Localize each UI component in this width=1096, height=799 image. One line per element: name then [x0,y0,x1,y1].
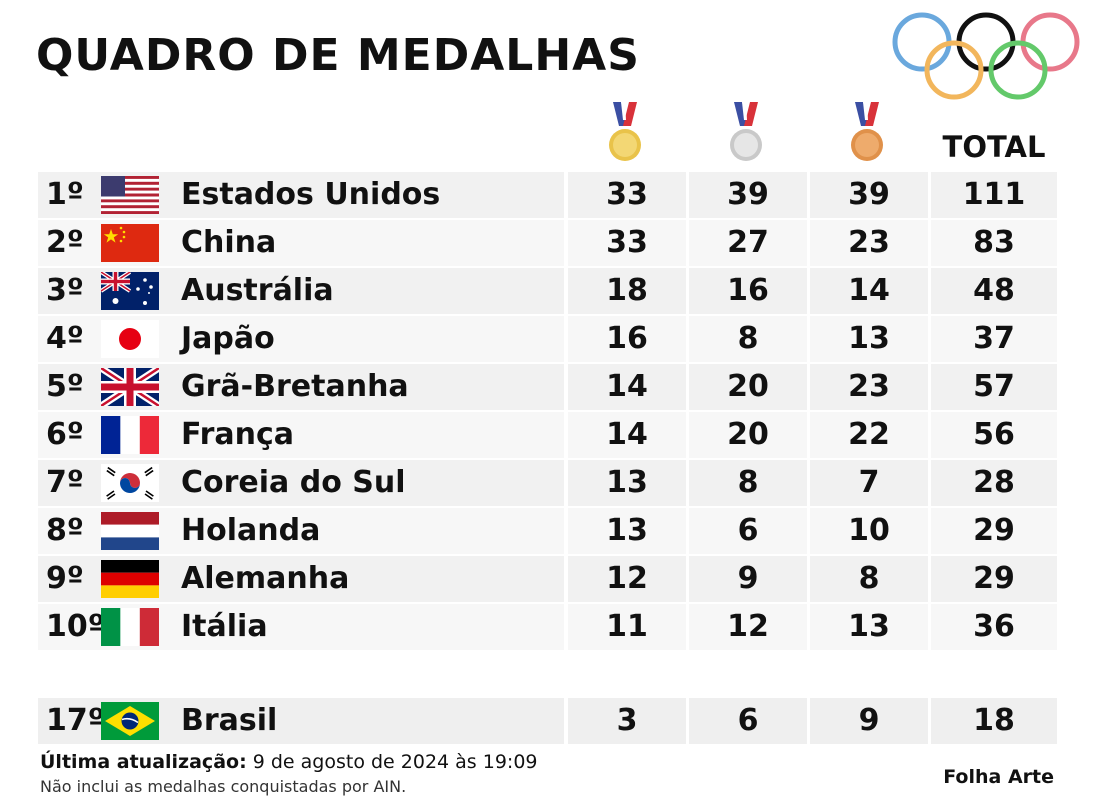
total-column-header: TOTAL [942,130,1046,164]
country-name: Estados Unidos [181,177,441,212]
table-row: 7º Coreia do Sul 13 8 7 28 [38,460,1057,506]
silver-count: 9 [737,561,759,596]
rank: 5º [46,369,84,404]
gold-medal-icon [609,102,641,161]
flag-usa-icon [101,176,159,214]
flag-netherlands-icon [101,512,159,550]
last-updated: Última atualização: 9 de agosto de 2024 … [40,751,538,773]
silver-count: 6 [737,513,759,548]
last-updated-label: Última atualização: [40,751,247,773]
silver-count: 39 [727,177,769,212]
rank: 6º [46,417,84,452]
silver-count: 8 [737,321,759,356]
total-count: 111 [962,177,1026,212]
table-row: 9º Alemanha 12 9 8 29 [38,556,1057,602]
table-row: 5º Grã-Bretanha 14 20 23 57 [38,364,1057,410]
bronze-medal-icon [851,102,883,161]
table-row: 8º Holanda 13 6 10 29 [38,508,1057,554]
gold-count: 33 [606,177,648,212]
total-count: 56 [973,417,1015,452]
silver-count: 20 [727,417,769,452]
flag-china-icon [101,224,159,262]
bronze-count: 14 [848,273,890,308]
page-title: QUADRO DE MEDALHAS [36,30,640,81]
silver-count: 8 [737,465,759,500]
silver-count: 20 [727,369,769,404]
total-count: 28 [973,465,1015,500]
silver-medal-icon [730,102,762,161]
silver-count: 16 [727,273,769,308]
rank: 10º [46,609,105,644]
rank: 1º [46,177,84,212]
table-row: 3º Austrália 18 16 14 48 [38,268,1057,314]
bronze-count: 23 [848,369,890,404]
bronze-count: 39 [848,177,890,212]
gold-count: 14 [606,369,648,404]
flag-japan-icon [101,320,159,358]
country-name: Grã-Bretanha [181,369,409,404]
rank: 2º [46,225,84,260]
country-name: China [181,225,277,260]
gold-count: 11 [606,609,648,644]
table-row: 10º Itália 11 12 13 36 [38,604,1057,650]
total-count: 29 [973,513,1015,548]
flag-france-icon [101,416,159,454]
bronze-count: 22 [848,417,890,452]
flag-south-korea-icon [101,464,159,502]
gold-count: 18 [606,273,648,308]
bronze-count: 7 [858,465,880,500]
country-name: Japão [181,321,275,356]
country-name: Holanda [181,513,321,548]
flag-australia-icon [101,272,159,310]
total-count: 36 [973,609,1015,644]
flag-brazil-icon [101,702,159,740]
olympic-rings-icon [892,12,1080,100]
country-name: Coreia do Sul [181,465,406,500]
gold-count: 33 [606,225,648,260]
flag-italy-icon [101,608,159,646]
total-count: 29 [973,561,1015,596]
rank: 4º [46,321,84,356]
total-count: 83 [973,225,1015,260]
gold-count: 12 [606,561,648,596]
table-row: 4º Japão 16 8 13 37 [38,316,1057,362]
last-updated-value: 9 de agosto de 2024 às 19:09 [252,751,538,773]
total-count: 48 [973,273,1015,308]
bronze-count: 23 [848,225,890,260]
silver-count: 6 [737,703,759,738]
table-row: 2º China 33 27 23 83 [38,220,1057,266]
rank: 8º [46,513,84,548]
gold-count: 3 [616,703,638,738]
bronze-count: 13 [848,609,890,644]
footnote: Não inclui as medalhas conquistadas por … [40,777,407,796]
bronze-count: 8 [858,561,880,596]
gold-count: 13 [606,465,648,500]
bronze-count: 13 [848,321,890,356]
country-name: Austrália [181,273,334,308]
rank: 3º [46,273,84,308]
country-name: Itália [181,609,268,644]
country-name: França [181,417,294,452]
total-count: 37 [973,321,1015,356]
silver-count: 12 [727,609,769,644]
table-row-brasil: 17º Brasil 3 6 9 18 [38,698,1057,744]
country-name: Brasil [181,703,278,738]
gold-count: 16 [606,321,648,356]
bronze-count: 9 [858,703,880,738]
flag-germany-icon [101,560,159,598]
rank: 7º [46,465,84,500]
rank: 17º [46,703,105,738]
country-name: Alemanha [181,561,350,596]
rank: 9º [46,561,84,596]
total-count: 18 [973,703,1015,738]
silver-count: 27 [727,225,769,260]
flag-uk-icon [101,368,159,406]
credit: Folha Arte [943,766,1054,788]
table-row: 6º França 14 20 22 56 [38,412,1057,458]
gold-count: 13 [606,513,648,548]
total-count: 57 [973,369,1015,404]
bronze-count: 10 [848,513,890,548]
gold-count: 14 [606,417,648,452]
table-row: 1º Estados Unidos 33 39 39 111 [38,172,1057,218]
